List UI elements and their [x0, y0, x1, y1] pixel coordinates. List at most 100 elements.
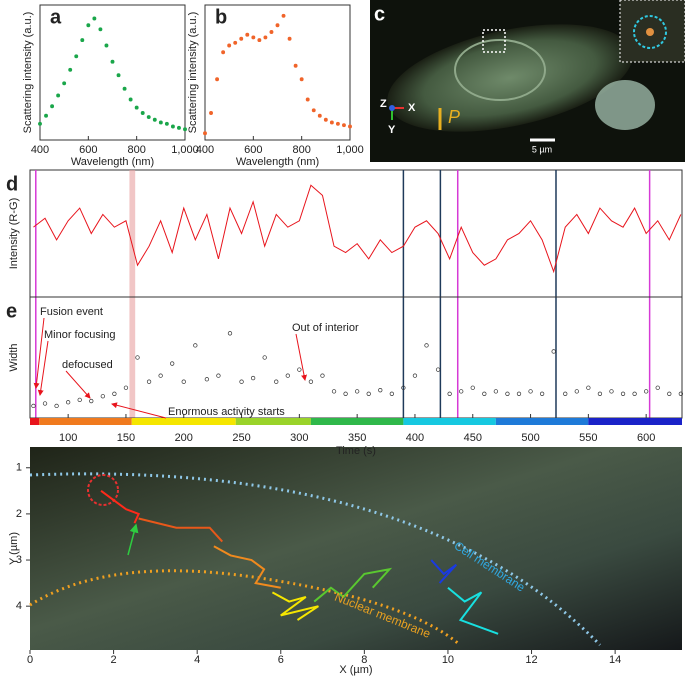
data-point — [389, 391, 394, 396]
x-tick-label: 500 — [521, 432, 539, 444]
panel-letter: b — [215, 6, 227, 28]
x-tick-label: 300 — [290, 432, 308, 444]
x-tick-label: 100 — [59, 432, 77, 444]
colorbar-segment — [403, 418, 496, 425]
plot-frame — [39, 4, 186, 141]
data-point — [203, 131, 207, 136]
data-point — [311, 108, 316, 113]
data-point — [329, 120, 334, 125]
data-point — [574, 389, 579, 394]
annotation-arrow — [111, 402, 167, 419]
x-tick-label: 2 — [111, 654, 117, 666]
colorbar-segment — [30, 418, 40, 425]
x-tick-label: 450 — [464, 432, 482, 444]
data-point — [50, 104, 55, 109]
data-point — [68, 67, 73, 72]
data-point — [343, 391, 348, 396]
data-point — [152, 117, 157, 122]
data-point — [54, 403, 59, 409]
data-point — [551, 349, 556, 354]
data-point — [181, 379, 186, 384]
data-point — [62, 81, 67, 86]
panel-letter: e — [6, 300, 17, 322]
data-point — [123, 385, 129, 390]
annotation: defocused — [62, 359, 113, 371]
data-point — [164, 121, 169, 126]
data-point — [401, 385, 406, 390]
x-tick-label: 600 — [79, 144, 97, 156]
trajectory — [138, 517, 223, 543]
data-point — [146, 115, 151, 120]
data-point — [177, 125, 181, 130]
data-point — [140, 111, 145, 115]
data-point — [221, 50, 226, 55]
data-point — [158, 120, 163, 125]
annotation-arrow — [295, 333, 307, 381]
annotation-arrow — [37, 340, 49, 396]
panel-letter: f — [4, 425, 11, 447]
data-point — [528, 389, 533, 394]
data-point — [470, 385, 475, 390]
data-point — [331, 389, 337, 394]
annotation: Enormous activity starts — [168, 406, 285, 418]
axis-z: Z — [380, 98, 387, 110]
bright-region — [595, 80, 655, 130]
data-point — [158, 373, 163, 378]
data-point — [305, 97, 310, 102]
data-line — [33, 184, 682, 274]
data-point — [269, 30, 274, 34]
data-point — [667, 391, 672, 396]
x-tick-label: 600 — [637, 432, 655, 444]
x-tick-label: 400 — [31, 144, 49, 156]
trajectory — [430, 559, 458, 584]
data-point — [250, 375, 256, 381]
y-tick-label: 4 — [16, 600, 22, 612]
data-point — [632, 391, 637, 396]
data-point — [134, 105, 139, 110]
colorbar-segment — [235, 418, 311, 425]
polarization: P — [448, 107, 460, 127]
data-point — [308, 379, 314, 384]
x-axis-label: Time (s) — [336, 445, 376, 457]
x-axis-label: Wavelength (nm) — [236, 156, 319, 168]
data-point — [193, 343, 198, 348]
plot-frame — [29, 169, 683, 298]
data-point — [505, 391, 510, 396]
roi-box — [482, 29, 506, 53]
annotation-arrow — [65, 370, 91, 399]
data-point — [239, 379, 244, 384]
plot-frame — [29, 296, 683, 419]
data-point — [31, 403, 36, 409]
nucleus — [454, 39, 546, 101]
data-point — [563, 391, 568, 396]
y-tick-label: 3 — [16, 554, 22, 566]
data-point — [620, 391, 626, 396]
data-point — [678, 391, 683, 396]
data-point — [92, 16, 97, 21]
data-point — [412, 373, 418, 378]
panel-letter: d — [6, 173, 18, 195]
data-point — [378, 388, 383, 393]
data-point — [170, 361, 175, 366]
data-point — [116, 73, 121, 78]
data-point — [293, 63, 298, 68]
colorbar-segment — [39, 418, 132, 425]
data-point — [609, 389, 614, 394]
annotation: Fusion event — [40, 306, 103, 318]
data-point — [183, 127, 187, 132]
x-tick-label: 14 — [609, 654, 621, 666]
panel-c: c Z X Y P 5 µm — [370, 0, 685, 162]
data-point — [239, 36, 244, 41]
green-arrow — [127, 523, 139, 556]
data-point — [317, 113, 322, 118]
data-point — [493, 389, 499, 394]
data-point — [299, 77, 304, 82]
y-tick-label: 1 — [16, 462, 22, 474]
data-point — [80, 38, 85, 43]
data-point — [539, 391, 545, 396]
data-point — [424, 343, 429, 348]
data-point — [274, 379, 279, 384]
x-tick-label: 6 — [278, 654, 284, 666]
